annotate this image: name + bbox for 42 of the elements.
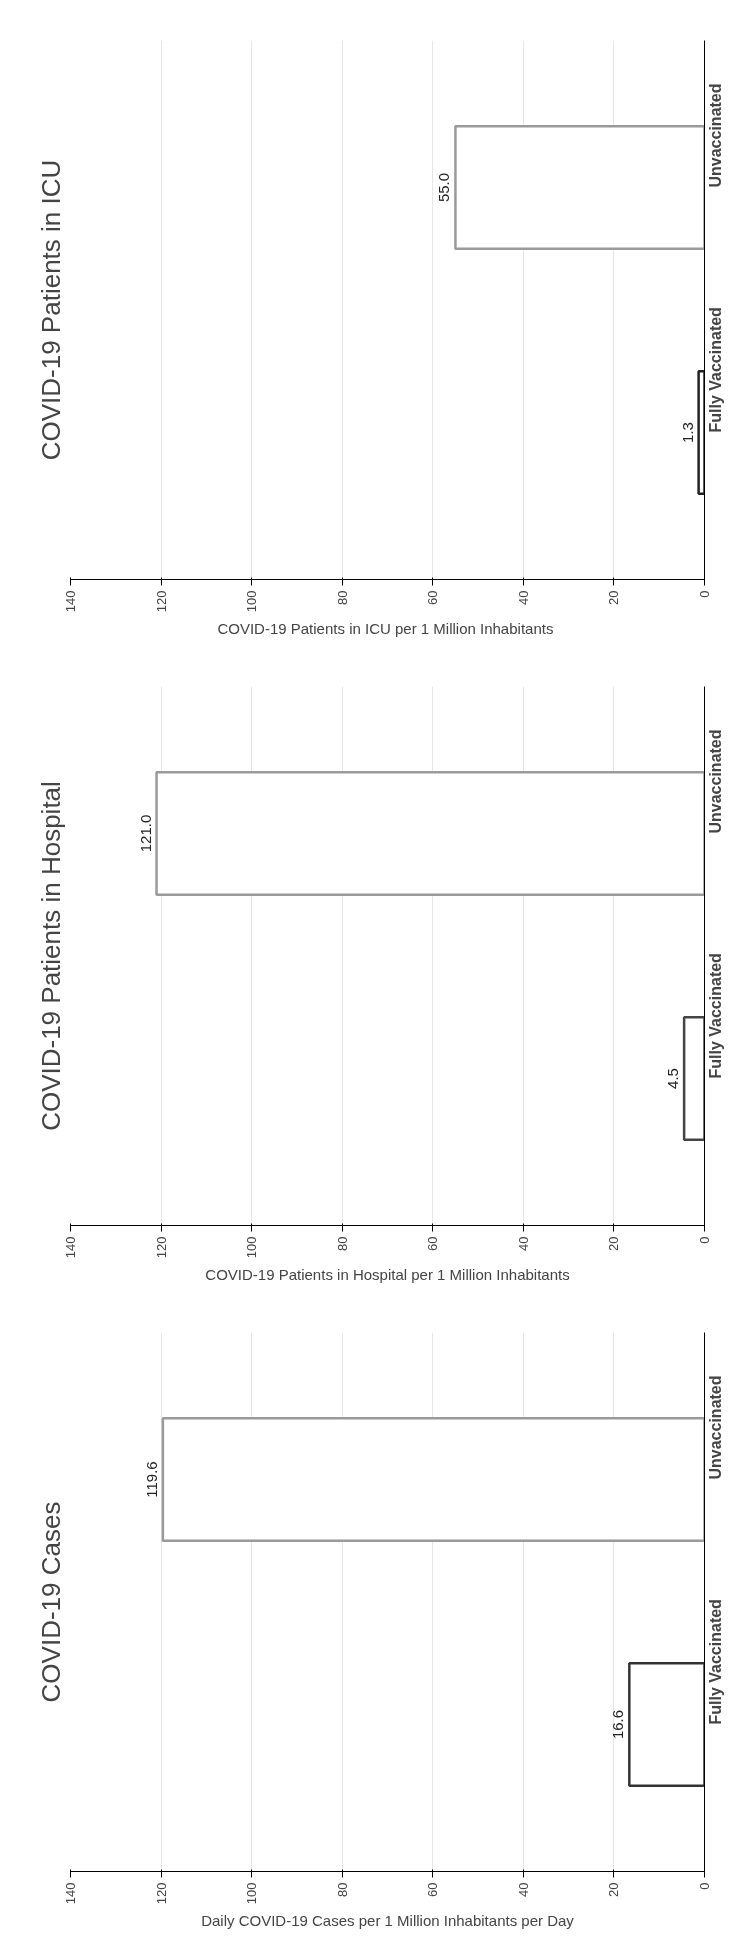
x-tick-label: 60 xyxy=(425,1882,441,1897)
y-tick-label: Fully Vaccinated xyxy=(707,1599,724,1725)
y-tick-label: Unvaccinated xyxy=(707,83,724,188)
x-axis-title: COVID-19 Patients in Hospital per 1 Million Inhabitants xyxy=(205,1266,570,1284)
x-tick-label: 0 xyxy=(697,1236,712,1244)
text: COVID-19 Cases xyxy=(35,1501,66,1703)
x-tick-label: 40 xyxy=(515,1882,531,1897)
data-label: 121.0 xyxy=(136,814,154,853)
x-tick-label: 20 xyxy=(606,590,622,605)
x-tick-label: 60 xyxy=(425,1236,441,1251)
y-tick-label: Fully Vaccinated xyxy=(707,307,724,433)
text: COVID-19 Patients in Hospital xyxy=(35,781,66,1131)
x-tick-label: 40 xyxy=(515,590,531,605)
text: COVID-19 Patients in ICU xyxy=(35,159,66,461)
y-tick-label: Fully Vaccinated xyxy=(707,953,724,1079)
x-tick-label: 80 xyxy=(334,1882,350,1897)
data-label: 1.3 xyxy=(678,422,696,443)
data-label: 55.0 xyxy=(435,172,453,203)
x-tick-label: 140 xyxy=(63,1236,78,1259)
x-axis-title: Daily COVID-19 Cases per 1 Million Inhabitants per Day xyxy=(201,1912,575,1930)
y-tick-label: Unvaccinated xyxy=(707,729,724,834)
x-tick-label: 120 xyxy=(153,590,169,613)
x-tick-label: 120 xyxy=(153,1236,169,1259)
x-tick-label: 0 xyxy=(697,1882,712,1890)
data-label: 4.5 xyxy=(664,1068,682,1089)
x-tick-label: 40 xyxy=(515,1236,531,1251)
x-tick-label: 100 xyxy=(244,1236,260,1259)
data-label: 16.6 xyxy=(609,1709,627,1740)
y-tick-label: Unvaccinated xyxy=(707,1375,724,1480)
x-tick-label: 100 xyxy=(244,590,260,613)
data-label: 119.6 xyxy=(142,1461,160,1498)
x-tick-label: 100 xyxy=(244,1882,260,1905)
x-tick-label: 80 xyxy=(334,1236,350,1251)
x-tick-label: 140 xyxy=(63,1882,78,1905)
x-tick-label: 140 xyxy=(63,590,78,613)
x-axis-title: COVID-19 Patients in ICU per 1 Million Inhabitants xyxy=(217,620,554,638)
x-tick-label: 60 xyxy=(425,590,441,605)
x-tick-label: 0 xyxy=(697,590,712,598)
x-tick-label: 20 xyxy=(606,1236,622,1251)
x-tick-label: 80 xyxy=(334,590,350,605)
x-tick-label: 20 xyxy=(606,1882,622,1897)
x-tick-label: 120 xyxy=(153,1882,169,1905)
